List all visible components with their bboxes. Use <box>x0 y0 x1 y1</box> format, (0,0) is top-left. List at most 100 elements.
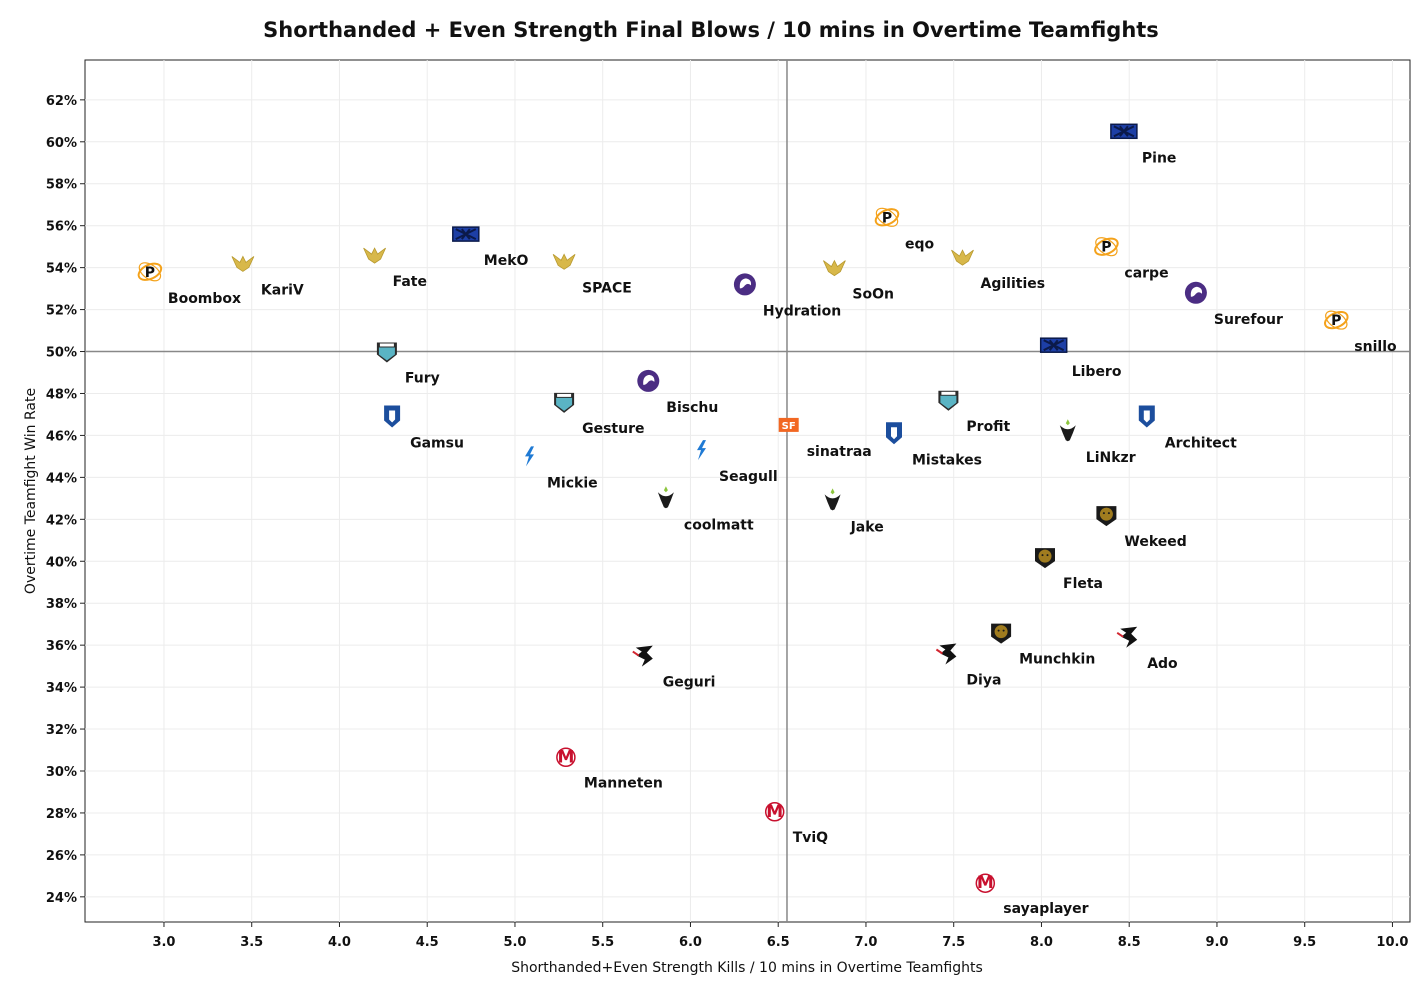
player-label: SoOn <box>852 287 894 303</box>
data-point: Wekeed <box>1096 506 1187 550</box>
fuel-bolt-icon <box>697 440 706 461</box>
player-label: Mistakes <box>912 452 982 468</box>
gladiators-lion-icon <box>637 369 660 392</box>
player-label: carpe <box>1124 266 1168 282</box>
x-tick-label: 5.0 <box>503 935 526 950</box>
player-label: Geguri <box>663 675 716 691</box>
y-tick-label: 38% <box>46 597 77 612</box>
valiant-wings-icon <box>951 249 974 266</box>
data-point: SPACE <box>552 253 632 296</box>
y-axis-ticks: 24% 26% 28% 30% 32% 34% 36% 38% 40% 42% 44% 46% 48% 5… <box>46 94 85 906</box>
dragons-s-icon <box>632 645 653 667</box>
spitfire-shield-icon <box>554 392 575 413</box>
x-tick-label: 8.0 <box>1030 935 1053 950</box>
data-point: LiNkzr <box>1059 419 1136 466</box>
dragons-s-icon <box>1116 626 1138 648</box>
x-tick-label: 6.0 <box>679 935 702 950</box>
plot-area <box>84 59 1411 923</box>
mayhem-m-icon: M <box>556 747 576 767</box>
x-tick-label: 6.5 <box>767 935 790 950</box>
valiant-wings-icon <box>363 247 386 264</box>
data-point: SoOn <box>823 259 894 303</box>
valiant-wings-icon <box>231 255 255 272</box>
y-tick-label: 34% <box>46 681 77 696</box>
x-tick-label: 5.5 <box>591 935 614 950</box>
player-label: Gesture <box>582 421 644 437</box>
shock-sf-icon: SF <box>778 417 799 432</box>
fuel-bolt-icon <box>525 446 534 467</box>
player-label: Munchkin <box>1019 652 1095 668</box>
player-label: TviQ <box>793 830 828 846</box>
fusion-p-icon: P <box>874 207 900 227</box>
gladiators-lion-icon <box>1184 281 1207 304</box>
player-label: Bischu <box>666 400 718 416</box>
y-tick-label: 54% <box>46 262 77 277</box>
player-label: Surefour <box>1214 312 1283 328</box>
player-label: Pine <box>1142 150 1177 166</box>
data-point: Fury <box>376 342 440 387</box>
player-label: LiNkzr <box>1086 450 1136 466</box>
valiant-wings-icon <box>823 259 846 277</box>
player-label: sinatraa <box>807 444 872 460</box>
spitfire-shield-icon <box>376 342 397 363</box>
player-label: SPACE <box>582 280 632 296</box>
data-point: Bischu <box>637 369 718 416</box>
x-tick-label: 4.0 <box>328 935 351 950</box>
y-tick-label: 56% <box>46 220 77 235</box>
y-tick-label: 50% <box>46 346 77 361</box>
player-label: Fury <box>405 371 440 387</box>
x-tick-label: 10.0 <box>1376 935 1408 950</box>
spitfire-shield-icon <box>938 390 959 411</box>
y-tick-label: 52% <box>46 304 77 319</box>
data-point: Geguri <box>632 645 716 691</box>
data-point: SF sinatraa <box>778 417 872 460</box>
x-tick-label: 8.5 <box>1118 935 1141 950</box>
player-label: sayaplayer <box>1003 901 1088 917</box>
player-label: Manneten <box>584 775 663 791</box>
reference-lines <box>85 60 1410 922</box>
svg-text:P: P <box>882 210 892 226</box>
y-tick-label: 36% <box>46 639 77 654</box>
excelsior-x-icon <box>1039 337 1068 353</box>
y-tick-label: 58% <box>46 178 77 193</box>
y-tick-label: 32% <box>46 723 77 738</box>
player-label: coolmatt <box>684 517 754 533</box>
svg-text:SF: SF <box>782 421 796 432</box>
gladiators-lion-icon <box>733 273 756 296</box>
outlaws-bull-icon <box>1059 419 1076 442</box>
data-point: Munchkin <box>991 623 1095 668</box>
player-label: Agilities <box>981 276 1046 292</box>
x-tick-label: 9.5 <box>1293 935 1316 950</box>
x-tick-label: 7.5 <box>942 935 965 950</box>
svg-text:P: P <box>1331 313 1341 329</box>
data-point: Architect <box>1138 405 1237 452</box>
player-label: Fate <box>393 274 427 290</box>
dynasty-tiger-icon <box>1096 506 1117 527</box>
x-tick-label: 7.0 <box>854 935 877 950</box>
data-point: Jake <box>824 488 884 535</box>
excelsior-x-icon <box>452 226 480 242</box>
data-point: Surefour <box>1184 281 1283 328</box>
data-point: Fleta <box>1035 548 1103 592</box>
data-point: Pine <box>1110 123 1177 166</box>
data-point: Ado <box>1116 626 1178 672</box>
y-tick-label: 44% <box>46 471 77 486</box>
data-point: Diya <box>935 643 1001 689</box>
y-tick-label: 40% <box>46 555 77 570</box>
uprising-b-icon <box>886 422 902 445</box>
player-label: Architect <box>1165 436 1237 452</box>
svg-text:P: P <box>145 265 155 281</box>
excelsior-x-icon <box>1110 123 1138 140</box>
outlaws-bull-icon <box>824 488 841 511</box>
x-tick-label: 9.0 <box>1205 935 1228 950</box>
uprising-b-icon <box>384 405 401 428</box>
fusion-p-icon: P <box>1094 237 1119 257</box>
data-point: MekO <box>452 226 529 269</box>
data-point: Gesture <box>554 392 644 437</box>
x-tick-label: 3.0 <box>152 935 175 950</box>
valiant-wings-icon <box>552 253 576 270</box>
data-point: Hydration <box>733 273 841 319</box>
data-point: Profit <box>938 390 1011 435</box>
